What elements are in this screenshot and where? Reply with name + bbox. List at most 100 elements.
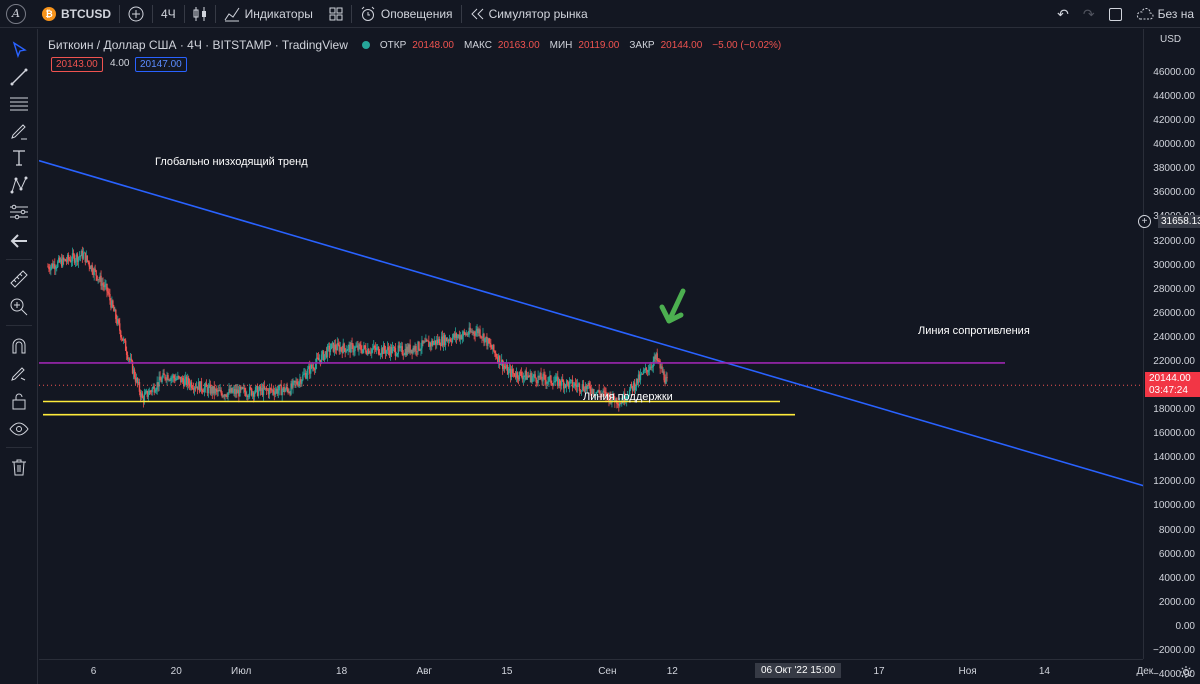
fib-tool[interactable] bbox=[7, 92, 31, 116]
candle-body bbox=[666, 377, 668, 379]
measure-tool[interactable] bbox=[7, 267, 31, 291]
price-tick-label: 10000.00 bbox=[1153, 500, 1195, 512]
candle-body bbox=[283, 387, 285, 393]
candle-body bbox=[343, 343, 345, 349]
candle-body bbox=[64, 259, 67, 262]
candle-body bbox=[296, 381, 298, 385]
candle-body bbox=[615, 398, 617, 403]
candle-body bbox=[389, 347, 392, 356]
candle-body bbox=[497, 357, 499, 363]
pattern-tool[interactable] bbox=[7, 173, 31, 197]
magnet-tool[interactable] bbox=[7, 334, 31, 358]
buy-price-button[interactable]: 20147.00 bbox=[135, 57, 187, 72]
profile-logo-icon[interactable]: A bbox=[6, 3, 26, 24]
candle-body bbox=[640, 373, 643, 375]
candle-body bbox=[604, 391, 606, 393]
candle-body bbox=[577, 383, 580, 385]
save-layout-button[interactable]: Без на bbox=[1136, 7, 1194, 21]
candle-body bbox=[649, 366, 652, 370]
cursor-tool[interactable] bbox=[7, 38, 31, 62]
drawing-mode-tool[interactable] bbox=[7, 361, 31, 385]
currency-label[interactable]: USD bbox=[1160, 34, 1182, 45]
candle-body bbox=[290, 383, 292, 395]
candle-body bbox=[656, 353, 658, 361]
settings-gear-icon[interactable] bbox=[1179, 665, 1193, 679]
candle-body bbox=[142, 397, 145, 402]
candle-body bbox=[505, 365, 508, 369]
candle-body bbox=[510, 369, 513, 378]
candle-body bbox=[217, 390, 219, 392]
zoom-tool[interactable] bbox=[7, 295, 31, 319]
candle-body bbox=[420, 348, 422, 350]
eye-icon bbox=[9, 422, 29, 436]
candle-body bbox=[297, 384, 299, 386]
candle-body bbox=[215, 388, 217, 390]
candle-body bbox=[232, 390, 234, 393]
chart-pane[interactable]: Глобально низходящий тренд Линия сопротив… bbox=[38, 29, 1165, 659]
candle-body bbox=[608, 395, 610, 402]
candle-body bbox=[145, 390, 148, 393]
candle-body bbox=[152, 386, 154, 389]
candle-body bbox=[653, 356, 655, 362]
price-tick-label: 12000.00 bbox=[1153, 476, 1195, 488]
fullscreen-icon[interactable] bbox=[1108, 7, 1122, 21]
replay-button[interactable]: Симулятор рынка bbox=[462, 0, 596, 28]
candle-body bbox=[269, 388, 272, 390]
candle-body bbox=[66, 255, 69, 262]
alerts-button[interactable]: Оповещения bbox=[352, 0, 461, 28]
back-tool[interactable] bbox=[7, 229, 31, 253]
visibility-tool[interactable] bbox=[7, 417, 31, 441]
crosshair-price: 31658.13 bbox=[1158, 215, 1200, 228]
candle-body bbox=[177, 375, 179, 379]
candle-body bbox=[356, 345, 358, 347]
top-toolbar: A ₿ BTCUSD 4Ч Индикаторы Оповещения Симу… bbox=[0, 0, 1200, 28]
undo-icon[interactable]: ↶ bbox=[1057, 5, 1069, 22]
candle-body bbox=[156, 382, 158, 390]
redo-icon[interactable]: ↷ bbox=[1082, 5, 1095, 22]
candle-body bbox=[56, 266, 58, 269]
indicators-button[interactable]: Индикаторы bbox=[216, 0, 321, 28]
brush-tool[interactable] bbox=[7, 119, 31, 143]
candle-body bbox=[444, 337, 447, 346]
candle-body bbox=[537, 375, 539, 384]
candle-body bbox=[92, 272, 94, 275]
grid-icon bbox=[329, 7, 343, 20]
chart-type-button[interactable] bbox=[185, 0, 215, 28]
prediction-tool[interactable] bbox=[7, 200, 31, 224]
price-chart[interactable]: Глобально низходящий тренд Линия сопротив… bbox=[38, 29, 1165, 659]
add-alert-plus-icon[interactable]: + bbox=[1138, 215, 1151, 228]
price-tick-label: 44000.00 bbox=[1153, 91, 1195, 103]
candle-body bbox=[341, 349, 343, 354]
compare-symbol-button[interactable] bbox=[120, 0, 152, 28]
candle-body bbox=[455, 333, 458, 338]
candle-body bbox=[149, 390, 151, 392]
candle-body bbox=[248, 387, 251, 396]
candle-body bbox=[648, 369, 651, 371]
candle-body bbox=[406, 346, 408, 356]
trend-line-tool[interactable] bbox=[7, 65, 31, 89]
indicators-label: Индикаторы bbox=[244, 6, 313, 21]
candle-body bbox=[482, 333, 484, 338]
remove-drawings-tool[interactable] bbox=[7, 455, 31, 479]
symbol-search-button[interactable]: ₿ BTCUSD bbox=[34, 0, 119, 28]
candle-body bbox=[255, 386, 258, 388]
candle-body bbox=[206, 386, 209, 394]
candle-body bbox=[665, 377, 667, 384]
layouts-button[interactable] bbox=[321, 0, 351, 28]
text-tool[interactable] bbox=[7, 146, 31, 170]
candle-body bbox=[480, 336, 482, 338]
candle-body bbox=[618, 404, 620, 406]
candle-body bbox=[267, 389, 270, 395]
lock-tool[interactable] bbox=[7, 389, 31, 413]
interval-button[interactable]: 4Ч bbox=[161, 6, 176, 21]
candle-body bbox=[114, 309, 116, 312]
candle-body bbox=[108, 293, 110, 295]
candle-body bbox=[562, 379, 564, 382]
time-axis[interactable]: 6 20 Июл 18 Авг 15 Сен 12 17 Ноя 14 Дек 06 Окт '22 … bbox=[39, 659, 1192, 684]
time-tick-label: Сен bbox=[598, 666, 617, 677]
indicators-icon bbox=[224, 7, 240, 21]
drawing-toolbar bbox=[0, 29, 38, 684]
sell-price-button[interactable]: 20143.00 bbox=[51, 57, 103, 72]
price-axis[interactable]: USD 46000.00 44000.00 42000.00 40000.00 3800… bbox=[1138, 29, 1200, 680]
candle-body bbox=[582, 384, 585, 390]
